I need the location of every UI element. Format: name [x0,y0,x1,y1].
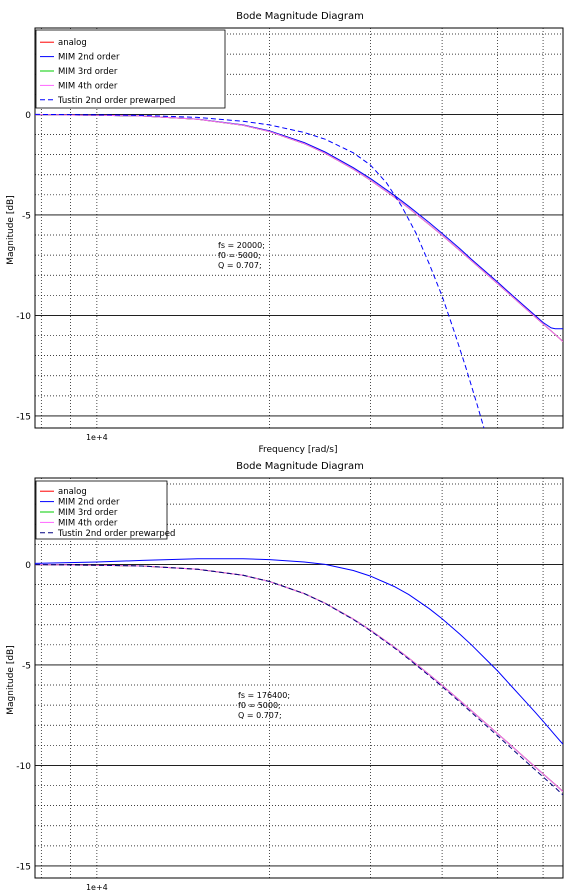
series-line-3 [35,114,563,342]
annotation: fs = 176400;f0 = 5000;Q = 0.707; [238,691,290,720]
grid [35,478,563,878]
legend-label: MIM 2nd order [58,53,120,63]
y-tick-label: -5 [22,211,31,221]
x-tick-label: 1e+4 [86,883,108,892]
x-axis-label: Frequency [rad/s] [258,445,337,455]
legend-label: MIM 4th order [58,518,118,528]
annotation-line: f0 = 5000; [238,701,281,710]
y-axis-label: Magnitude [dB] [6,645,16,714]
tick-labels: 0 -5 -10 -15 1e+4 [16,561,107,892]
tick-labels: 0 -5 -10 -15 1e+4 [16,111,107,442]
annotation-line: Q = 0.707; [218,261,262,270]
legend-label: MIM 3rd order [58,508,118,518]
legend-label: MIM 2nd order [58,498,120,508]
annotation-line: fs = 20000; [218,241,265,250]
annotation-line: Q = 0.707; [238,711,282,720]
chart-title: Bode Magnitude Diagram [236,461,364,472]
chart-title: Bode Magnitude Diagram [236,11,364,22]
bode-chart-bottom: Bode Magnitude Diagram Magnitude [dB] 0 -… [6,461,564,892]
annotation-line: f0 = 5000; [218,251,261,260]
legend-label: Tustin 2nd order prewarped [57,96,175,106]
series-line-4 [35,564,563,796]
legend-box [35,480,168,540]
y-axis-label: Magnitude [dB] [6,195,16,264]
y-tick-label: -5 [22,661,31,671]
y-tick-label: -15 [16,862,31,872]
legend-label: MIM 4th order [58,81,118,91]
y-tick-label: -10 [16,312,31,322]
bode-chart-top: Bode Magnitude Diagram Magnitude [dB] Fr… [6,11,564,455]
annotation: fs = 20000;f0 = 5000;Q = 0.707; [218,241,265,270]
series-line-4 [35,113,485,428]
legend[interactable]: analog MIM 2nd order MIM 3rd order MIM 4th … [35,29,226,109]
legend-label: analog [58,487,87,497]
series-group [35,113,563,428]
series-group [35,558,563,796]
y-tick-label: 0 [25,561,31,571]
annotation-line: fs = 176400; [238,691,290,700]
legend-label: MIM 3rd order [58,67,118,77]
y-tick-label: -10 [16,762,31,772]
legend-label: analog [58,38,87,48]
legend-box [35,29,226,109]
series-line-1 [35,558,563,745]
legend-label: Tustin 2nd order prewarped [57,529,175,539]
x-tick-label: 1e+4 [86,433,108,442]
y-tick-label: -15 [16,412,31,422]
y-tick-label: 0 [25,111,31,121]
